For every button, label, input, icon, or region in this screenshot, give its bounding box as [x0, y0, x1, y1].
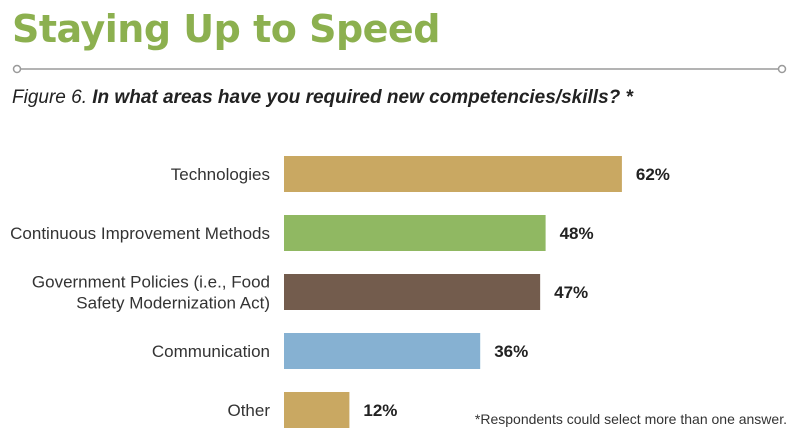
bar-continuous-improvement-m [284, 215, 546, 251]
title-divider [12, 64, 787, 74]
bar-communication [284, 333, 481, 369]
value-label-communication: 36% [494, 342, 528, 361]
category-label-continuous-improvement-m: Continuous Improvement Methods [10, 224, 270, 243]
category-label-government-policies-i-e--line-1: Government Policies (i.e., Food [32, 273, 270, 292]
footnote: *Respondents could select more than one … [474, 411, 787, 427]
figure-label: Figure 6. [12, 87, 87, 108]
value-label-government-policies-i-e-: 47% [554, 283, 588, 302]
value-label-continuous-improvement-m: 48% [560, 224, 594, 243]
category-label-government-policies-i-e--line-2: Safety Modernization Act) [76, 294, 270, 313]
value-label-other: 12% [363, 401, 397, 420]
category-label-other: Other [227, 401, 270, 420]
category-label-technologies: Technologies [171, 165, 270, 184]
bar-government-policies-i-e- [284, 274, 541, 310]
category-label-communication: Communication [152, 342, 270, 361]
value-label-technologies: 62% [636, 165, 670, 184]
page-title: Staying Up to Speed [12, 7, 440, 51]
chart-question: Figure 6. In what areas have you require… [12, 87, 633, 109]
bar-other [284, 392, 350, 428]
question-text: In what areas have you required new comp… [92, 87, 633, 108]
bar-technologies [284, 156, 622, 192]
